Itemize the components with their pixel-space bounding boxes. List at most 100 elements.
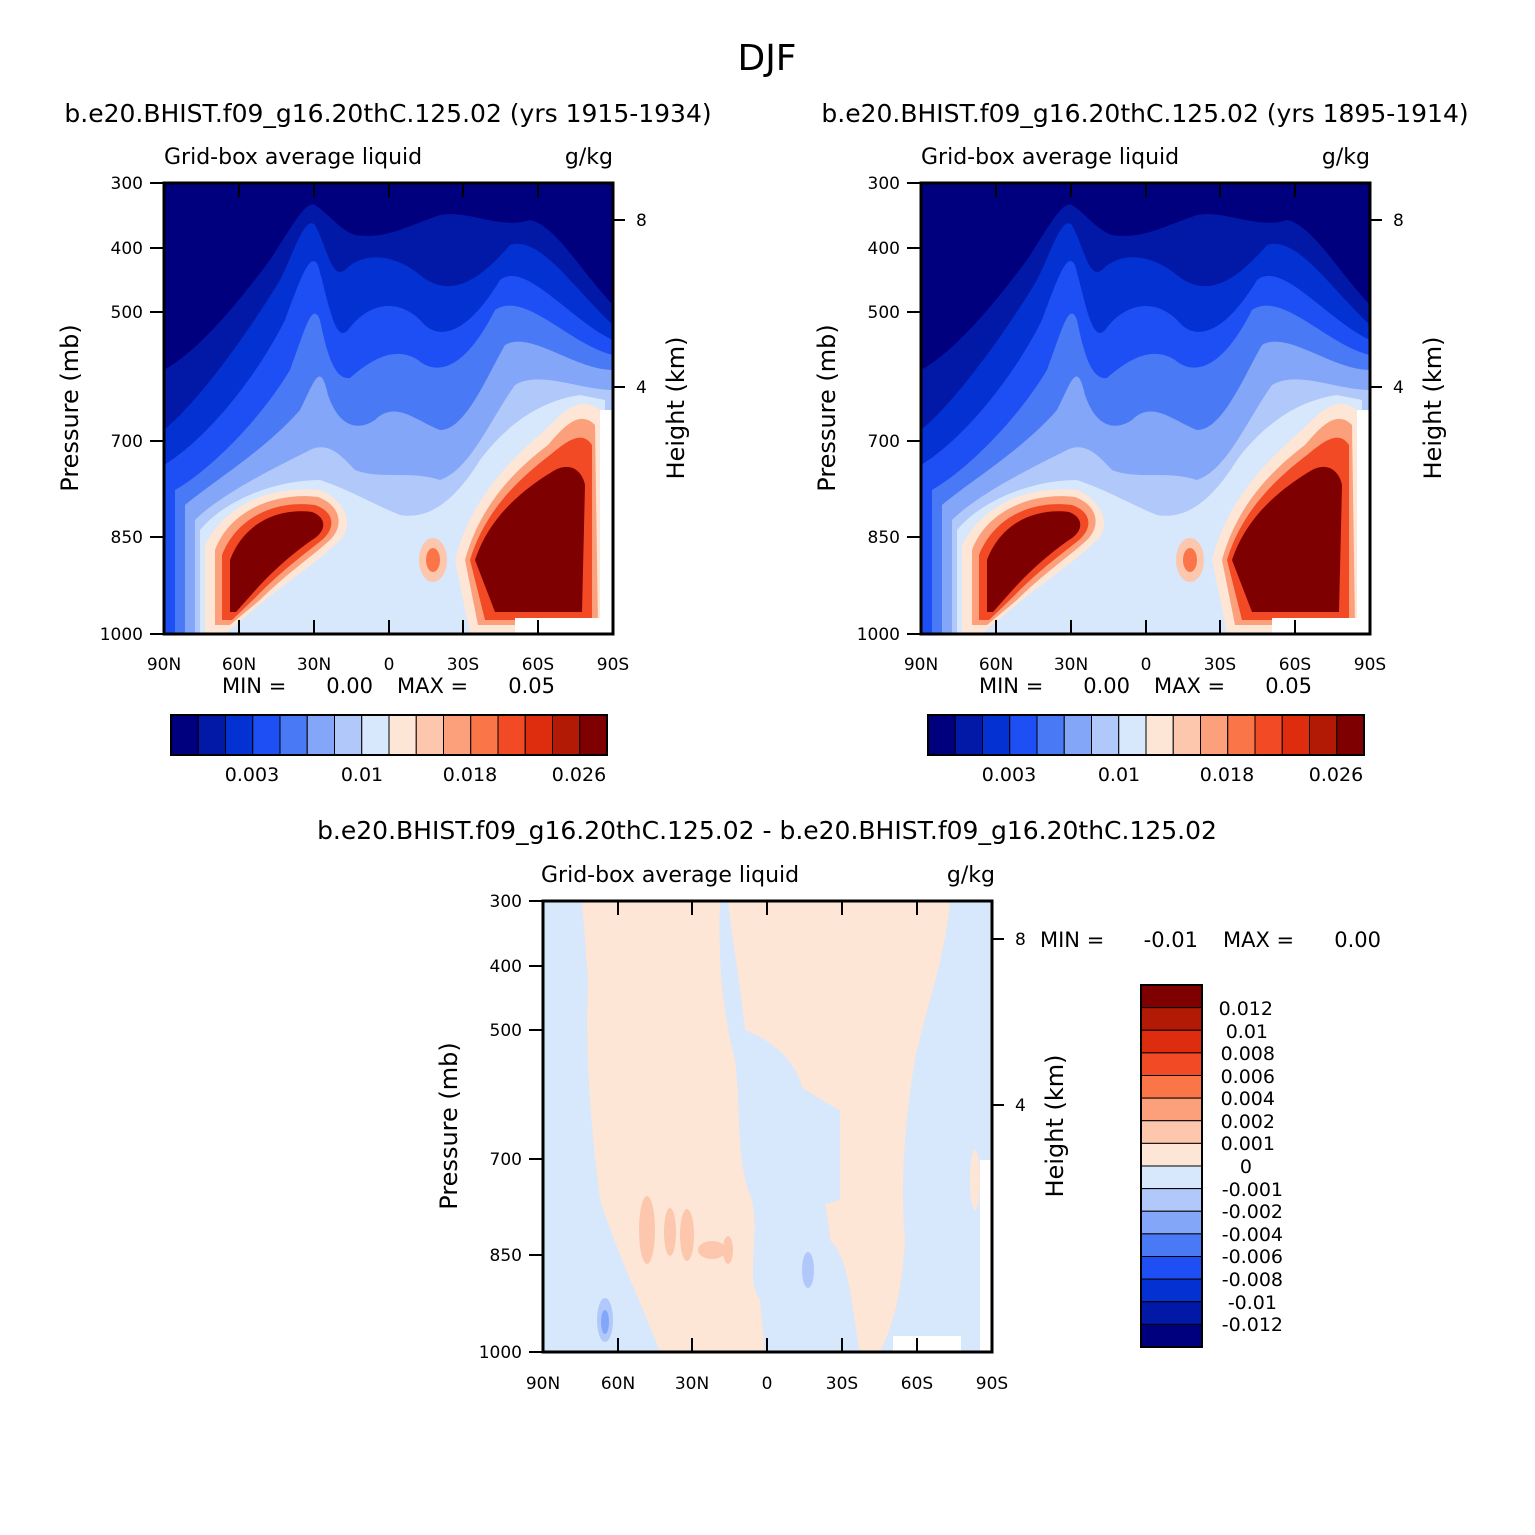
missing-data [1357, 410, 1370, 634]
x-tick-label: 0 [762, 1374, 773, 1394]
colorbar-labels: 0.003 0.01 0.018 0.026 [225, 764, 606, 786]
min-value: -0.01 [1144, 928, 1198, 952]
y-tick-label: 700 [111, 432, 143, 452]
y-tick-label: 1000 [479, 1343, 522, 1363]
y-right-tick-label: 4 [1393, 378, 1404, 398]
colorbar-swatch [415, 714, 444, 756]
x-tick-label: 60N [601, 1374, 635, 1394]
min-label: MIN = [222, 674, 286, 698]
colorbar-swatch [334, 714, 363, 756]
x-tick-label: 60S [901, 1374, 933, 1394]
colorbar-swatch [1009, 714, 1038, 756]
colorbar-label: 0.026 [1309, 764, 1363, 786]
colorbar-label: 0.01 [1098, 764, 1140, 786]
plot-frame [907, 181, 1382, 636]
colorbar-swatch [1254, 714, 1283, 756]
min-value: 0.00 [1083, 674, 1130, 698]
contour-band [760, 1060, 840, 1204]
colorbar-border [170, 714, 608, 756]
colorbar-swatch [1140, 1097, 1203, 1122]
colorbar-swatch [1140, 1188, 1203, 1212]
colorbar-label: -0.012 [1222, 1314, 1283, 1336]
x-tick-label: 90S [1354, 655, 1386, 675]
contour-band [582, 901, 765, 1352]
colorbar-swatch [170, 714, 199, 756]
colorbar-label: 0.018 [1200, 764, 1254, 786]
colorbar-label: 0 [1240, 1156, 1252, 1178]
variable-label: Grid-box average liquid [921, 145, 1179, 170]
colorbar-label: 0.001 [1221, 1133, 1275, 1155]
min-max-readout: MIN = 0.00 MAX = 0.05 [222, 674, 555, 698]
y-tick-labels: 300 400 500 700 850 1000 8 4 [857, 174, 1404, 645]
missing-data [893, 1336, 961, 1352]
colorbar-label: 0.01 [1226, 1021, 1268, 1043]
colorbar-swatch [1140, 1007, 1203, 1031]
contour-band [970, 1150, 980, 1210]
y-tick-label: 500 [111, 303, 143, 323]
y-tick-label: 300 [868, 174, 900, 194]
panel-title: b.e20.BHIST.f09_g16.20thC.125.02 (yrs 18… [821, 99, 1468, 128]
plot-frame [150, 181, 625, 636]
contour-field [164, 183, 613, 634]
contour-band [802, 1252, 814, 1288]
y-tick-label: 850 [111, 528, 143, 548]
x-tick-labels: 90N 60N 30N 0 30S 60S 90S [147, 655, 629, 675]
colorbar-swatch [306, 714, 335, 756]
colorbar-label: -0.006 [1222, 1246, 1283, 1268]
units-label: g/kg [565, 145, 613, 170]
colorbar-swatch [1036, 714, 1065, 756]
missing-data [1272, 618, 1370, 634]
max-value: 0.05 [1265, 674, 1312, 698]
contour-band [698, 1241, 726, 1259]
panel-top-right: b.e20.BHIST.f09_g16.20thC.125.02 (yrs 18… [813, 99, 1469, 786]
colorbar-swatch [1118, 714, 1147, 756]
colorbar-label: -0.004 [1222, 1224, 1283, 1246]
panel-difference: b.e20.BHIST.f09_g16.20thC.125.02 - b.e20… [317, 816, 1381, 1394]
y-tick-label: 500 [868, 303, 900, 323]
contour-band [639, 1196, 655, 1264]
colorbar-swatch [1309, 714, 1338, 756]
x-tick-label: 0 [384, 655, 395, 675]
contour-band [426, 548, 440, 572]
panel-title: b.e20.BHIST.f09_g16.20thC.125.02 - b.e20… [317, 816, 1217, 845]
contour-band [1232, 466, 1342, 612]
colorbar-swatch [954, 714, 983, 756]
max-value: 0.05 [508, 674, 555, 698]
y-tick-label: 1000 [857, 625, 900, 645]
y-tick-label: 1000 [100, 625, 143, 645]
contour-field [921, 183, 1370, 634]
colorbar-swatch [1140, 1029, 1203, 1054]
x-tick-labels: 90N 60N 30N 0 30S 60S 90S [526, 1374, 1008, 1394]
x-tick-label: 30N [297, 655, 331, 675]
y-tick-label: 300 [490, 892, 522, 912]
colorbar-swatch [497, 714, 526, 756]
x-tick-label: 90N [147, 655, 181, 675]
min-label: MIN = [979, 674, 1043, 698]
colorbar-label: -0.001 [1222, 1179, 1283, 1201]
x-tick-label: 30S [1204, 655, 1236, 675]
y-tick-label: 400 [490, 957, 522, 977]
colorbar [1140, 984, 1203, 1348]
x-tick-label: 60N [979, 655, 1013, 675]
colorbar-swatch [197, 714, 226, 756]
x-tick-labels: 90N 60N 30N 0 30S 60S 90S [904, 655, 1386, 675]
x-tick-label: 60S [522, 655, 554, 675]
colorbar-labels: 0.003 0.01 0.018 0.026 [982, 764, 1363, 786]
y-tick-label: 700 [868, 432, 900, 452]
panel-top-left: b.e20.BHIST.f09_g16.20thC.125.02 (yrs 19… [56, 99, 712, 786]
x-tick-label: 90S [597, 655, 629, 675]
colorbar-label: 0.012 [1219, 998, 1273, 1020]
colorbar-swatch [1140, 1052, 1203, 1076]
colorbar-label: 0.002 [1221, 1111, 1275, 1133]
min-max-readout: MIN = -0.01 MAX = 0.00 [1040, 928, 1381, 952]
colorbar-swatch [361, 714, 390, 756]
min-max-readout: MIN = 0.00 MAX = 0.05 [979, 674, 1312, 698]
colorbar-swatch [1140, 1142, 1203, 1167]
min-value: 0.00 [326, 674, 373, 698]
colorbar-swatch [1140, 1120, 1203, 1144]
colorbar-swatch [443, 714, 472, 756]
contour-band [723, 1236, 733, 1264]
colorbar-swatch [1172, 714, 1201, 756]
colorbar-swatch [1140, 1233, 1203, 1257]
colorbar-swatch [1140, 1278, 1203, 1303]
